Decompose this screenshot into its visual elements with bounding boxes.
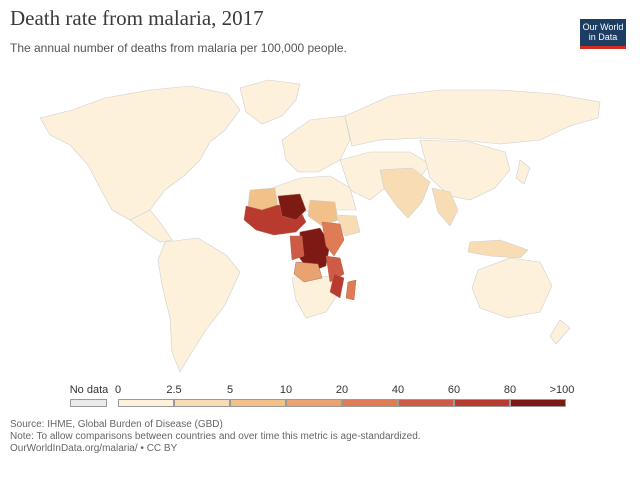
mozambique[interactable]: [329, 273, 345, 299]
east-asia[interactable]: [419, 139, 511, 201]
legend-tick-4: 20: [335, 384, 349, 396]
greenland[interactable]: [239, 79, 301, 125]
madagascar[interactable]: [345, 279, 357, 301]
legend-bin-3[interactable]: [286, 399, 342, 407]
legend-no-data-swatch[interactable]: [70, 399, 107, 407]
legend-tick-5: 40: [391, 384, 405, 396]
legend-tick-6: 60: [447, 384, 461, 396]
south-asia[interactable]: [379, 167, 431, 219]
note-text: Note: To allow comparisons between count…: [10, 431, 421, 442]
japan[interactable]: [515, 159, 531, 185]
source-text: Source: IHME, Global Burden of Disease (…: [10, 419, 223, 430]
indonesia-png[interactable]: [467, 239, 529, 259]
australia[interactable]: [471, 257, 553, 319]
legend-tick-3: 10: [279, 384, 293, 396]
central-africa-west[interactable]: [289, 235, 305, 261]
legend-tick-2: 5: [226, 384, 234, 396]
color-legend: No data 0 2.5 5 10 20 40 60 80 >100: [0, 380, 640, 410]
east-africa[interactable]: [321, 221, 345, 257]
page-subtitle: The annual number of deaths from malaria…: [10, 41, 347, 55]
legend-bin-7[interactable]: [510, 399, 566, 407]
lake-region[interactable]: [325, 255, 345, 283]
central-america[interactable]: [129, 209, 173, 243]
legend-tick-0: 0: [114, 384, 122, 396]
logo-accent-bar: [580, 46, 626, 49]
southern-africa[interactable]: [291, 275, 339, 319]
angola-zambia[interactable]: [293, 261, 323, 283]
europe[interactable]: [281, 115, 351, 173]
legend-bin-2[interactable]: [230, 399, 286, 407]
world-map[interactable]: [0, 60, 640, 380]
horn-of-africa[interactable]: [335, 214, 361, 237]
russia[interactable]: [344, 89, 601, 147]
attribution-link[interactable]: OurWorldInData.org/malaria/ • CC BY: [10, 443, 178, 454]
logo-line-1: Our World: [582, 22, 624, 32]
new-zealand[interactable]: [549, 319, 571, 345]
legend-bin-6[interactable]: [454, 399, 510, 407]
footer: Source: IHME, Global Burden of Disease (…: [10, 419, 421, 455]
legend-tick-8: >100: [549, 384, 575, 396]
legend-bin-0[interactable]: [118, 399, 174, 407]
north-america[interactable]: [39, 85, 241, 221]
south-america[interactable]: [157, 237, 241, 373]
legend-tick-1: 2.5: [166, 384, 182, 396]
page-title: Death rate from malaria, 2017: [10, 6, 264, 30]
legend-bin-4[interactable]: [342, 399, 398, 407]
logo-line-2: in Data: [588, 32, 618, 42]
owid-logo[interactable]: Our World in Data: [580, 19, 626, 49]
legend-tick-7: 80: [503, 384, 517, 396]
southeast-asia[interactable]: [431, 187, 459, 227]
legend-no-data-label: No data: [69, 384, 109, 396]
nigeria-niger[interactable]: [277, 193, 307, 221]
legend-bin-1[interactable]: [174, 399, 230, 407]
legend-bin-5[interactable]: [398, 399, 454, 407]
